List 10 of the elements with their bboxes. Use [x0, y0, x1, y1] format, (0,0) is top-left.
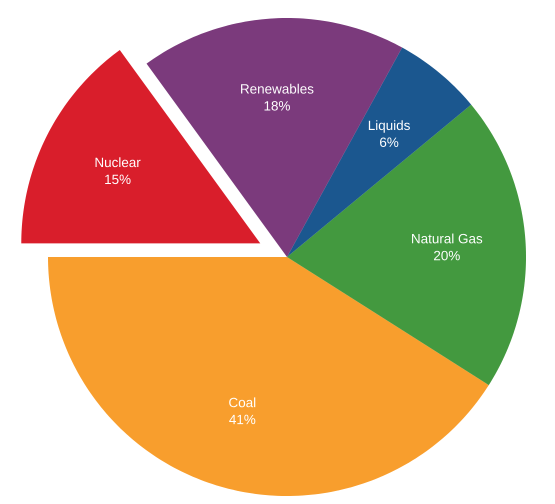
- slice-label: Coal: [229, 397, 256, 408]
- data-label: 20%: [434, 250, 460, 260]
- slice-label: Nuclear: [96, 157, 141, 168]
- data-label: 6%: [380, 137, 398, 148]
- slice-label: Renewables: [241, 84, 314, 94]
- slice-label: Liquids: [368, 120, 410, 133]
- data-label: 41%: [229, 414, 256, 424]
- slice-label: Natural Gas: [412, 234, 482, 244]
- data-label: 15%: [105, 174, 131, 184]
- data-label: 18%: [264, 101, 290, 111]
